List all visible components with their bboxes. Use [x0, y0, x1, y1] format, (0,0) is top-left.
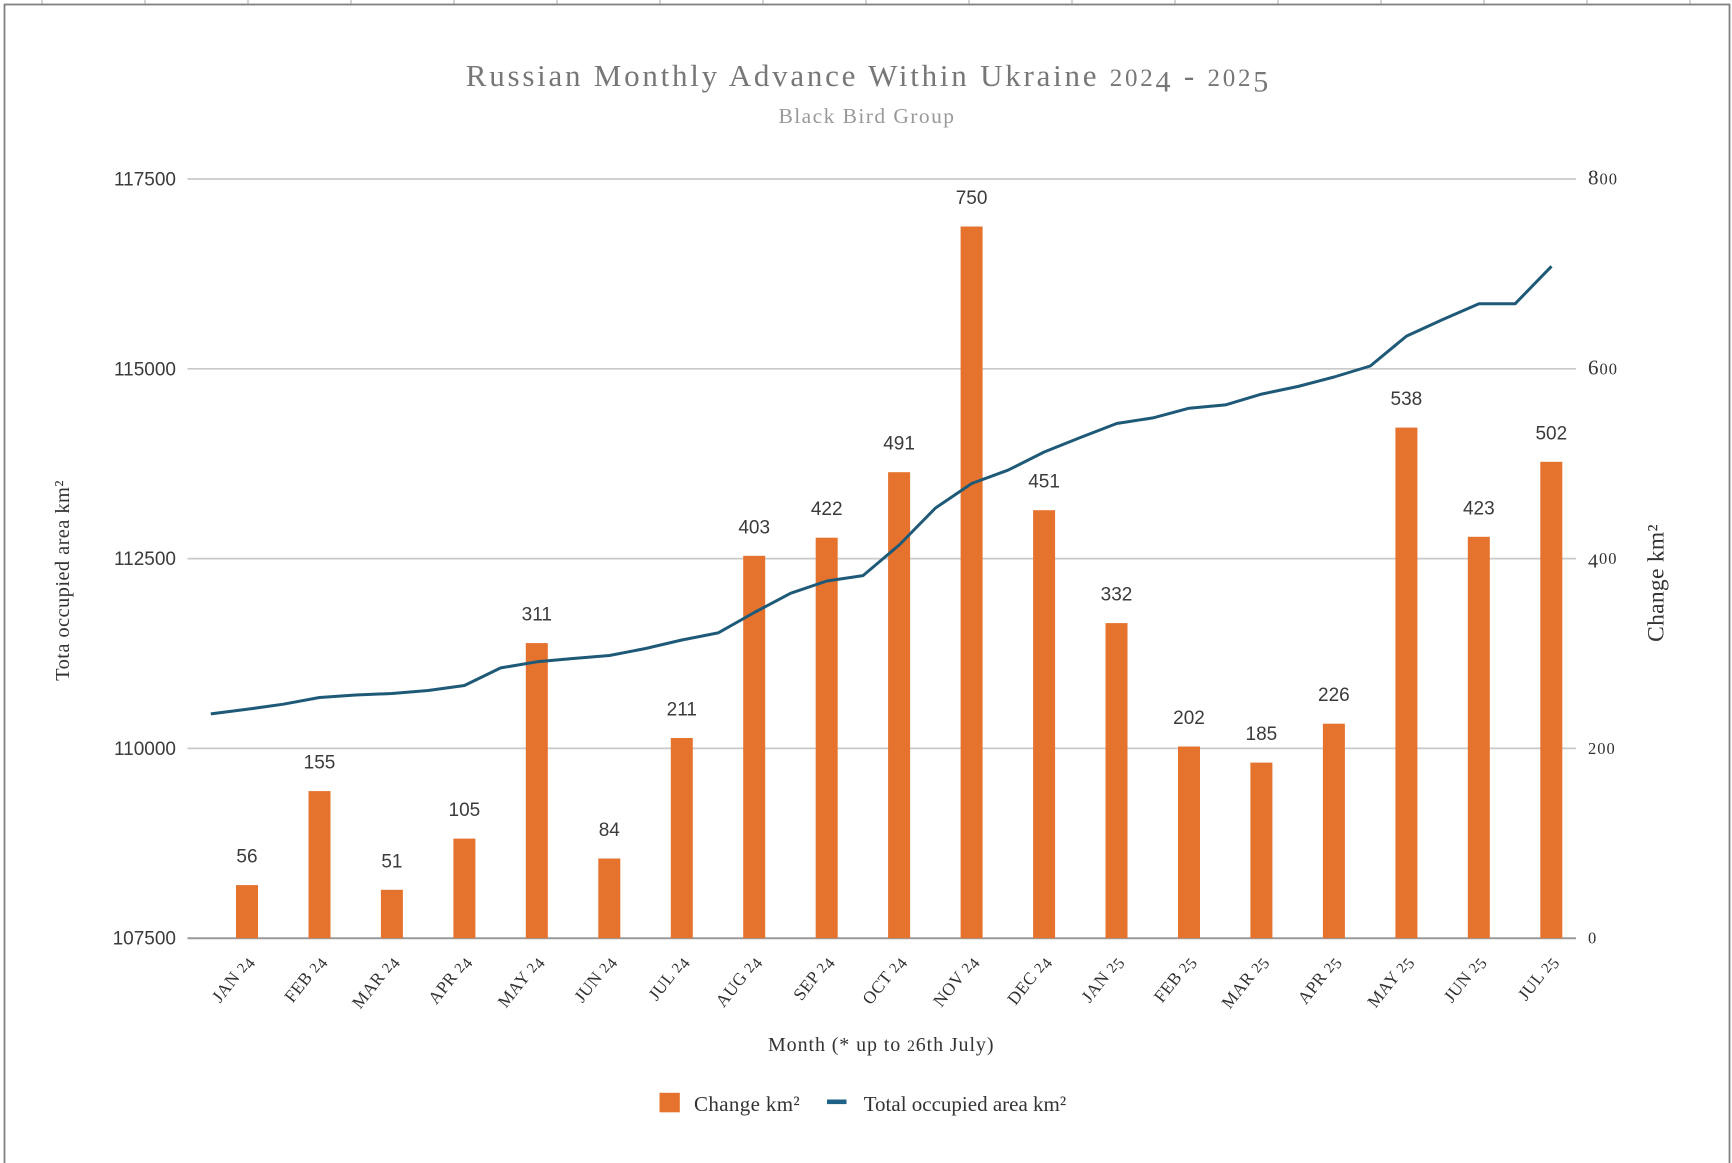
svg-text:403: 403	[738, 517, 770, 538]
svg-text:155: 155	[304, 753, 336, 774]
svg-text:600: 600	[1588, 355, 1618, 379]
svg-text:Total occupied area km²: Total occupied area km²	[864, 1092, 1066, 1116]
svg-text:226: 226	[1318, 685, 1350, 706]
svg-text:112500: 112500	[114, 549, 176, 570]
svg-text:423: 423	[1463, 498, 1495, 519]
svg-text:Black Bird Group: Black Bird Group	[779, 104, 956, 128]
svg-text:51: 51	[381, 851, 402, 872]
svg-text:400: 400	[1588, 549, 1618, 573]
svg-text:Tota occupied area km²: Tota occupied area km²	[52, 480, 74, 681]
svg-text:Month (* up to 26th July): Month (* up to 26th July)	[768, 1034, 994, 1056]
svg-text:538: 538	[1391, 389, 1423, 410]
svg-text:211: 211	[667, 700, 697, 721]
svg-text:Change km²: Change km²	[694, 1092, 800, 1116]
svg-text:200: 200	[1588, 739, 1616, 758]
svg-text:Russian Monthly Advance Within: Russian Monthly Advance Within Ukraine 2…	[466, 58, 1271, 99]
svg-text:750: 750	[956, 188, 988, 209]
svg-text:110000: 110000	[114, 739, 176, 760]
svg-text:202: 202	[1173, 708, 1205, 729]
svg-text:185: 185	[1246, 724, 1278, 745]
svg-text:Change km²: Change km²	[1644, 524, 1670, 642]
svg-text:0: 0	[1588, 929, 1597, 948]
svg-text:56: 56	[236, 847, 257, 868]
svg-text:105: 105	[449, 800, 481, 821]
svg-text:491: 491	[883, 434, 915, 455]
svg-text:451: 451	[1028, 472, 1060, 493]
svg-text:117500: 117500	[114, 170, 176, 191]
svg-text:332: 332	[1101, 585, 1133, 606]
svg-text:115000: 115000	[114, 359, 176, 380]
svg-text:311: 311	[522, 605, 552, 626]
svg-text:422: 422	[811, 499, 843, 520]
svg-text:800: 800	[1588, 166, 1618, 190]
svg-text:107500: 107500	[113, 929, 176, 950]
svg-text:84: 84	[599, 820, 621, 841]
svg-text:502: 502	[1535, 423, 1567, 444]
